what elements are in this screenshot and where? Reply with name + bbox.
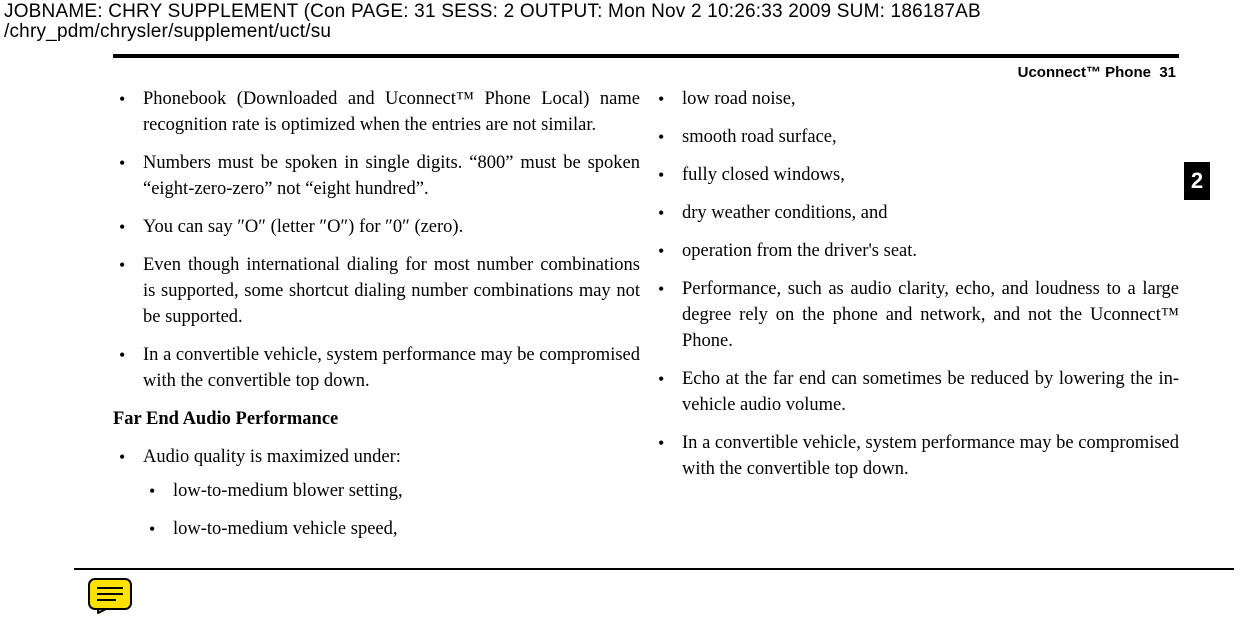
page-number: 31 xyxy=(1159,64,1176,81)
page-content: Uconnect™ Phone 31 2 Phonebook (Download… xyxy=(113,54,1254,626)
subheading: Far End Audio Performance xyxy=(113,406,640,432)
debug-line-2: /chry_pdm/chrysler/supplement/uct/su xyxy=(4,22,1250,42)
list-item: low-to-medium vehicle speed, xyxy=(143,516,640,542)
left-sub-list: low-to-medium blower setting, low-to-med… xyxy=(143,478,640,542)
list-item: operation from the driver's seat. xyxy=(652,238,1179,264)
left-column: Phonebook (Downloaded and Uconnect™ Phon… xyxy=(113,86,640,554)
footer-rule xyxy=(74,568,1234,570)
running-head: Uconnect™ Phone 31 xyxy=(1018,64,1176,81)
right-column: low road noise, smooth road surface, ful… xyxy=(652,86,1179,554)
debug-line-1: JOBNAME: CHRY SUPPLEMENT (Con PAGE: 31 S… xyxy=(4,2,1250,22)
list-item: Phonebook (Downloaded and Uconnect™ Phon… xyxy=(113,86,640,138)
list-item-text: Audio quality is maximized under: xyxy=(143,447,401,467)
list-item: low-to-medium blower setting, xyxy=(143,478,640,504)
list-item: fully closed windows, xyxy=(652,162,1179,188)
debug-header: JOBNAME: CHRY SUPPLEMENT (Con PAGE: 31 S… xyxy=(0,0,1254,42)
list-item: smooth road surface, xyxy=(652,124,1179,150)
list-item: Audio quality is maximized under: low-to… xyxy=(113,444,640,542)
list-item: You can say ″O″ (letter ″O″) for ″0″ (ze… xyxy=(113,214,640,240)
list-item: Performance, such as audio clarity, echo… xyxy=(652,276,1179,354)
list-item: Echo at the far end can sometimes be red… xyxy=(652,366,1179,418)
sticky-note-icon xyxy=(88,578,132,614)
list-item: In a convertible vehicle, system perform… xyxy=(652,430,1179,482)
text-columns: Phonebook (Downloaded and Uconnect™ Phon… xyxy=(113,86,1179,554)
right-sub-list: low road noise, smooth road surface, ful… xyxy=(652,86,1179,264)
list-item: In a convertible vehicle, system perform… xyxy=(113,342,640,394)
list-item: dry weather conditions, and xyxy=(652,200,1179,226)
list-item: Even though international dialing for mo… xyxy=(113,252,640,330)
right-bullet-list: Performance, such as audio clarity, echo… xyxy=(652,276,1179,482)
header-rule xyxy=(113,54,1179,58)
left-bullet-list-2: Audio quality is maximized under: low-to… xyxy=(113,444,640,542)
left-bullet-list: Phonebook (Downloaded and Uconnect™ Phon… xyxy=(113,86,640,394)
list-item: Numbers must be spoken in single digits.… xyxy=(113,150,640,202)
section-tab: 2 xyxy=(1184,162,1210,200)
running-title: Uconnect™ Phone xyxy=(1018,64,1151,81)
list-item: low road noise, xyxy=(652,86,1179,112)
